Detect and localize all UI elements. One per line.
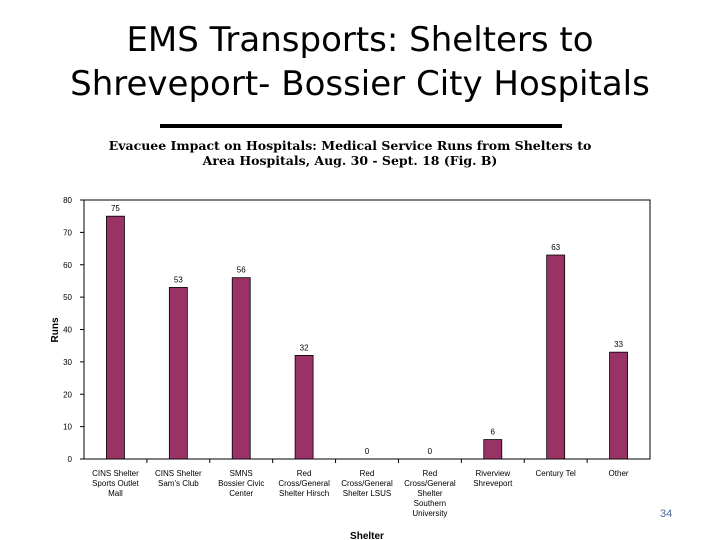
y-tick-label: 40 — [63, 326, 72, 335]
chart-title: Evacuee Impact on Hospitals: Medical Ser… — [100, 138, 600, 168]
chart-title-line-1: Evacuee Impact on Hospitals: Medical Ser… — [108, 138, 592, 153]
data-label: 6 — [491, 428, 496, 437]
x-tick-label-line: Red — [360, 469, 375, 478]
chart-title-line-2: Area Hospitals, Aug. 30 - Sept. 18 (Fig.… — [202, 153, 498, 168]
y-tick-label: 0 — [68, 455, 73, 464]
x-tick-label: CINS Shelter Sports Outlet Mall — [92, 469, 139, 498]
x-tick-label-line: Century Tel — [536, 469, 577, 478]
x-tick-label-line: Mall — [108, 489, 123, 498]
bar — [106, 215, 125, 460]
x-tick-label-line: Riverview — [475, 469, 510, 478]
data-label: 32 — [300, 343, 309, 352]
x-tick-label: Riverview Shreveport — [473, 469, 513, 488]
y-tick-label: 20 — [63, 390, 72, 399]
data-label: 33 — [614, 340, 623, 349]
x-tick-label-line: Shreveport — [473, 479, 513, 488]
x-tick-label-line: Other — [609, 469, 629, 478]
bars: 75 53 56 32 0 0 6 63 33 — [106, 204, 628, 460]
x-tick-label-line: University — [412, 509, 447, 518]
x-tick-label-line: CINS Shelter — [155, 469, 202, 478]
x-tick-label-line: Red — [297, 469, 312, 478]
plot-area — [83, 199, 651, 460]
page-number: 34 — [660, 508, 673, 520]
x-tick-label-line: Cross/General — [404, 479, 456, 488]
bar — [483, 439, 503, 460]
data-label: 0 — [365, 447, 370, 456]
slide-title: EMS Transports: Shelters to Shreveport- … — [0, 18, 720, 106]
slide-title-line-1: EMS Transports: Shelters to — [126, 20, 594, 60]
x-tick-label: CINS Shelter Sam's Club — [155, 469, 202, 488]
x-tick-label-line: Sports Outlet — [92, 479, 139, 488]
x-tick-label-line: Center — [229, 489, 253, 498]
y-tick-label: 10 — [63, 423, 72, 432]
x-tick-label: Red Cross/General Shelter Hirsch — [278, 469, 330, 498]
x-tick-label-line: Cross/General — [278, 479, 330, 488]
x-tick-label-line: Shelter Hirsch — [279, 489, 329, 498]
bar — [546, 254, 566, 460]
x-tick-label: SMNS Bossier Civic Center — [218, 469, 264, 498]
bar — [609, 351, 628, 460]
data-label: 75 — [111, 204, 120, 213]
x-tick-label: Century Tel — [536, 469, 577, 478]
slide-title-line-2: Shreveport- Bossier City Hospitals — [70, 64, 650, 104]
x-tick-label-line: Shelter LSUS — [343, 489, 391, 498]
y-tick-label: 30 — [63, 358, 72, 367]
y-axis-label: Runs — [50, 317, 61, 342]
x-axis-label: Shelter — [350, 531, 384, 540]
y-tick-label: 50 — [63, 293, 72, 302]
x-tick-label-line: Southern — [414, 499, 446, 508]
data-label: 0 — [428, 447, 433, 456]
x-tick-label: Other — [609, 469, 629, 478]
bar — [168, 287, 188, 460]
y-tick-label: 70 — [63, 228, 72, 237]
bar — [231, 277, 251, 460]
y-tick-label: 60 — [63, 261, 72, 270]
x-tick-label-line: SMNS — [230, 469, 253, 478]
x-tick-label-line: Shelter — [417, 489, 443, 498]
x-tick-label-line: Sam's Club — [158, 479, 199, 488]
data-label: 63 — [551, 243, 560, 252]
title-underline — [160, 124, 562, 128]
x-tick-label: Red Cross/General Shelter LSUS — [341, 469, 393, 498]
x-tick-label-line: Red — [423, 469, 438, 478]
x-tick-label: Red Cross/General Shelter Southern Universit… — [404, 469, 456, 518]
bar — [294, 354, 314, 460]
x-tick-label-line: CINS Shelter — [92, 469, 139, 478]
y-axis: 0 10 20 30 40 50 60 70 80 — [63, 196, 84, 464]
x-tick-label-line: Cross/General — [341, 479, 393, 488]
data-label: 53 — [174, 275, 183, 284]
y-tick-label: 80 — [63, 196, 72, 205]
data-label: 56 — [237, 266, 246, 275]
x-tick-label-line: Bossier Civic — [218, 479, 264, 488]
